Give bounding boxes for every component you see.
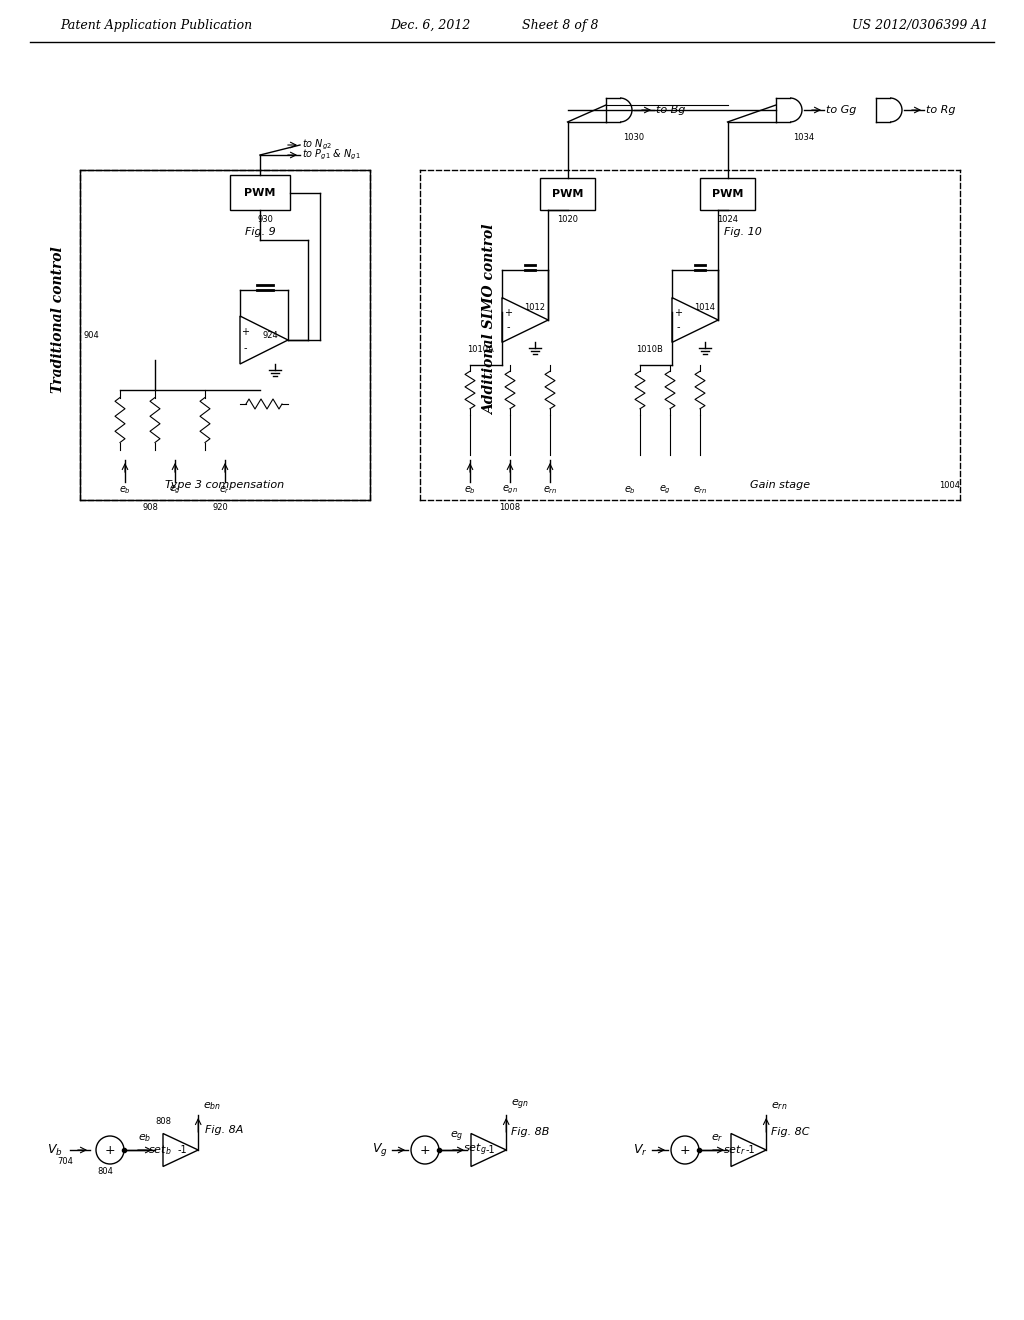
Text: Fig. 8C: Fig. 8C [771,1127,810,1137]
Text: $e_r$: $e_r$ [219,484,230,496]
Text: 1010A: 1010A [467,346,494,355]
Text: -1: -1 [745,1144,755,1155]
Text: PWM: PWM [245,187,275,198]
Text: $e_g$: $e_g$ [659,484,671,496]
Text: 1024: 1024 [717,215,738,224]
Text: 1004: 1004 [939,480,961,490]
Text: Sheet 8 of 8: Sheet 8 of 8 [522,18,598,32]
Text: $e_r$: $e_r$ [711,1133,723,1144]
Text: +: + [504,308,512,318]
Text: $e_b$: $e_b$ [464,484,476,496]
Text: 1012: 1012 [524,304,546,313]
Bar [80,170,370,500]
Text: $e_{rn}$: $e_{rn}$ [692,484,708,496]
Text: PWM: PWM [552,189,584,199]
Text: Fig. 10: Fig. 10 [724,227,762,238]
Text: $V_g$: $V_g$ [372,1142,388,1159]
Text: $e_{gn}$: $e_{gn}$ [511,1098,529,1111]
Bar [230,176,290,210]
Text: 804: 804 [97,1167,113,1176]
Text: to Bg: to Bg [656,106,685,115]
Text: 920: 920 [212,503,228,511]
Text: +: + [420,1143,430,1156]
Text: 904: 904 [83,330,98,339]
Text: Dec. 6, 2012: Dec. 6, 2012 [390,18,470,32]
Text: to $P_{g1}$ & $N_{g1}$: to $P_{g1}$ & $N_{g1}$ [302,148,360,162]
Text: $e_{rn}$: $e_{rn}$ [771,1100,787,1111]
Text: $e_b$: $e_b$ [119,484,131,496]
Text: -: - [676,322,680,333]
Text: -1: -1 [485,1144,495,1155]
Text: set$_r$: set$_r$ [723,1143,745,1156]
Text: set$_b$: set$_b$ [148,1143,172,1156]
Text: 908: 908 [142,503,158,511]
Text: $e_b$: $e_b$ [138,1133,152,1144]
Text: $e_g$: $e_g$ [169,484,181,496]
Bar [700,178,755,210]
Text: 1008: 1008 [500,503,520,511]
Text: -: - [506,322,510,333]
Text: 808: 808 [155,1117,171,1126]
Text: $V_r$: $V_r$ [633,1142,647,1158]
Text: $e_{rn}$: $e_{rn}$ [543,484,557,496]
Text: +: + [104,1143,116,1156]
Text: Fig. 9: Fig. 9 [245,227,275,238]
Text: 704: 704 [57,1158,73,1167]
Text: $V_b$: $V_b$ [47,1142,62,1158]
Text: 924: 924 [262,330,278,339]
Text: Patent Application Publication: Patent Application Publication [60,18,252,32]
Text: US 2012/0306399 A1: US 2012/0306399 A1 [852,18,988,32]
Text: 1010B: 1010B [637,346,664,355]
Text: +: + [241,327,249,337]
Text: 1020: 1020 [557,215,578,224]
Text: +: + [680,1143,690,1156]
Text: to Rg: to Rg [926,106,955,115]
Text: to $N_{g2}$: to $N_{g2}$ [302,137,332,152]
Text: 1030: 1030 [624,133,644,143]
Text: 1034: 1034 [794,133,814,143]
Text: Traditional control: Traditional control [51,247,65,393]
Text: $e_{gn}$: $e_{gn}$ [502,484,518,496]
Text: $e_b$: $e_b$ [624,484,636,496]
Text: +: + [674,308,682,318]
Text: Fig. 8B: Fig. 8B [511,1127,549,1137]
Text: -: - [244,343,247,352]
Text: 930: 930 [257,215,273,224]
Text: Gain stage: Gain stage [750,480,810,490]
Bar [540,178,595,210]
Text: $e_{bn}$: $e_{bn}$ [203,1100,221,1111]
Text: set$_g$: set$_g$ [463,1142,486,1158]
Text: PWM: PWM [712,189,743,199]
Text: Fig. 8A: Fig. 8A [205,1125,244,1135]
Text: Type 3 compensation: Type 3 compensation [166,480,285,490]
Text: $e_g$: $e_g$ [451,1130,464,1144]
Text: to Gg: to Gg [826,106,856,115]
Text: Additional SIMO control: Additional SIMO control [483,224,497,416]
Text: -1: -1 [177,1144,186,1155]
Text: 1014: 1014 [694,304,716,313]
